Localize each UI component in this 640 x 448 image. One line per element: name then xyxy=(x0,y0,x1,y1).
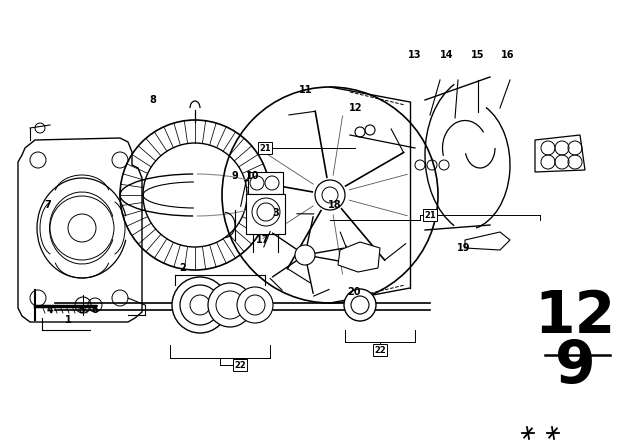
Circle shape xyxy=(237,287,273,323)
Circle shape xyxy=(208,283,252,327)
Text: 16: 16 xyxy=(501,50,515,60)
Text: 12: 12 xyxy=(534,288,616,345)
Text: 13: 13 xyxy=(408,50,422,60)
Polygon shape xyxy=(246,194,285,234)
Text: 1: 1 xyxy=(65,315,72,325)
Text: 2: 2 xyxy=(180,263,186,273)
Text: 6: 6 xyxy=(92,305,99,315)
Text: 22: 22 xyxy=(234,361,246,370)
Text: 12: 12 xyxy=(349,103,363,113)
Polygon shape xyxy=(338,242,380,272)
Circle shape xyxy=(180,285,220,325)
Circle shape xyxy=(295,245,315,265)
Circle shape xyxy=(344,289,376,321)
Text: 5: 5 xyxy=(79,305,85,315)
Polygon shape xyxy=(465,232,510,250)
Text: 21: 21 xyxy=(259,143,271,152)
Polygon shape xyxy=(535,135,585,172)
Text: 7: 7 xyxy=(45,200,51,210)
Text: 19: 19 xyxy=(457,243,471,253)
Text: 18: 18 xyxy=(328,200,342,210)
Text: 3: 3 xyxy=(273,208,280,218)
Text: 10: 10 xyxy=(246,171,260,181)
Text: 15: 15 xyxy=(471,50,484,60)
Text: 9: 9 xyxy=(232,171,238,181)
Text: 20: 20 xyxy=(348,287,361,297)
Polygon shape xyxy=(18,138,142,322)
Circle shape xyxy=(172,277,228,333)
Text: 21: 21 xyxy=(424,211,436,220)
Text: 11: 11 xyxy=(300,85,313,95)
Circle shape xyxy=(315,180,345,210)
Text: 14: 14 xyxy=(440,50,454,60)
Polygon shape xyxy=(248,172,283,194)
Text: 4: 4 xyxy=(47,305,53,315)
Text: 8: 8 xyxy=(150,95,156,105)
Text: 9: 9 xyxy=(555,338,595,395)
Circle shape xyxy=(322,187,338,203)
Text: 22: 22 xyxy=(374,345,386,354)
Text: 17: 17 xyxy=(256,235,269,245)
